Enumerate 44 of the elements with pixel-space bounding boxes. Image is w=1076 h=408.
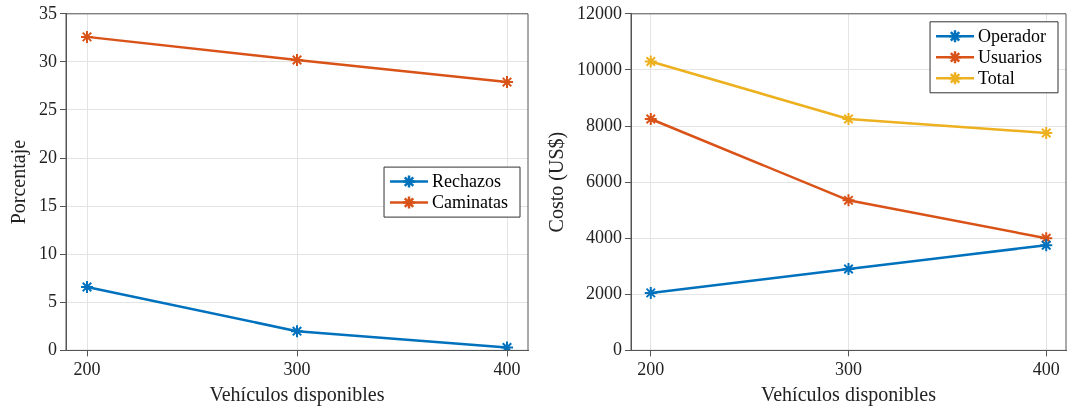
x-tick-label: 400 bbox=[1032, 358, 1060, 379]
point bbox=[643, 111, 658, 126]
point bbox=[643, 54, 658, 69]
point bbox=[841, 262, 856, 277]
legend-label: Rechazos bbox=[432, 171, 501, 192]
point bbox=[80, 29, 94, 44]
point bbox=[290, 324, 304, 339]
x-tick-label: 400 bbox=[493, 358, 521, 379]
x-axis-title: Vehículos disponibles bbox=[761, 383, 937, 407]
x-axis-title: Vehículos disponibles bbox=[209, 383, 385, 407]
y-tick-label: 12000 bbox=[577, 2, 622, 23]
y-tick-label: 25 bbox=[39, 98, 57, 119]
y-axis-title: Costo (US$) bbox=[545, 131, 569, 233]
x-tick-label: 300 bbox=[835, 358, 862, 379]
point bbox=[841, 111, 856, 126]
point bbox=[80, 279, 94, 294]
y-tick-label: 35 bbox=[39, 2, 57, 23]
point bbox=[643, 285, 658, 300]
y-axis-title: Porcentaje bbox=[7, 139, 31, 225]
x-tick-label: 200 bbox=[73, 358, 101, 379]
point bbox=[1039, 238, 1054, 253]
legend-label: Usuarios bbox=[978, 47, 1043, 68]
y-tick-label: 5 bbox=[48, 291, 57, 312]
y-tick-label: 15 bbox=[39, 194, 57, 215]
y-tick-label: 0 bbox=[613, 339, 622, 360]
x-tick-label: 300 bbox=[283, 358, 311, 379]
point bbox=[500, 340, 514, 351]
y-tick-label: 30 bbox=[39, 50, 57, 71]
point bbox=[500, 75, 514, 90]
x-tick-label: 200 bbox=[637, 358, 665, 379]
y-tick-label: 6000 bbox=[586, 170, 622, 191]
y-tick-label: 10000 bbox=[577, 58, 622, 79]
point bbox=[841, 193, 856, 208]
y-tick-label: 0 bbox=[48, 339, 57, 360]
legend-label: Caminatas bbox=[432, 192, 508, 213]
point bbox=[1039, 126, 1054, 141]
y-tick-label: 2000 bbox=[586, 283, 622, 304]
legend-label: Operador bbox=[978, 26, 1047, 47]
y-tick-label: 4000 bbox=[586, 226, 622, 247]
legend-label: Total bbox=[978, 68, 1015, 89]
y-tick-label: 10 bbox=[39, 242, 57, 263]
point bbox=[290, 52, 304, 67]
y-tick-label: 8000 bbox=[586, 114, 622, 135]
y-tick-label: 20 bbox=[39, 146, 57, 167]
